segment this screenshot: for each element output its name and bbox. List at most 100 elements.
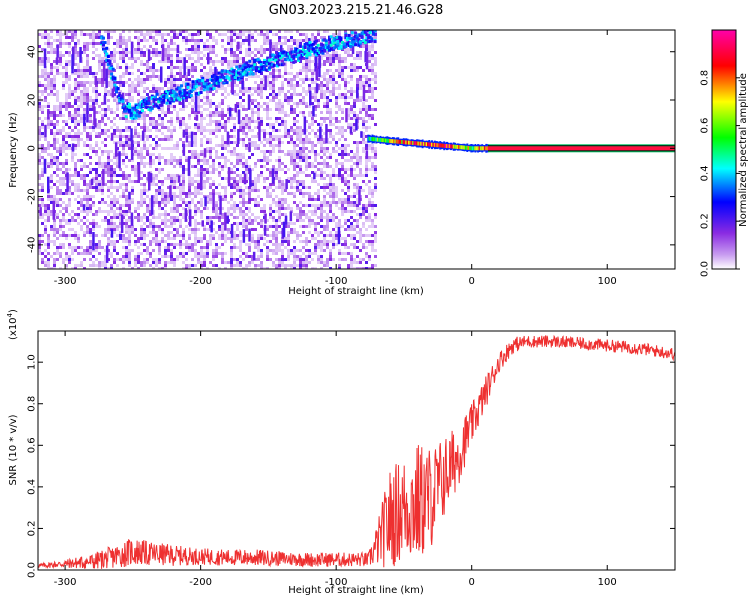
spectrogram-cell bbox=[104, 111, 107, 114]
spectrogram-cell bbox=[146, 225, 149, 228]
spectrogram-cell bbox=[170, 57, 173, 60]
spectrogram-cell bbox=[341, 225, 344, 228]
spectrogram-cell bbox=[326, 108, 329, 111]
spectrogram-cell bbox=[59, 219, 62, 222]
spectrogram-cell bbox=[371, 54, 374, 57]
spectrogram-cell bbox=[236, 33, 239, 36]
spectrogram-cell bbox=[152, 51, 155, 54]
spectrogram-cell bbox=[305, 261, 308, 264]
spectrogram-cell bbox=[98, 111, 101, 114]
spectrogram-cell bbox=[53, 195, 56, 198]
spectrogram-cell bbox=[122, 216, 125, 219]
spectrogram-cell bbox=[53, 225, 56, 228]
spectrogram-cell bbox=[77, 111, 80, 114]
spectrogram-cell bbox=[179, 117, 182, 120]
spectrogram-cell bbox=[260, 72, 263, 75]
spectrogram-cell bbox=[137, 93, 140, 96]
spectrogram-cell bbox=[104, 90, 107, 93]
spectrogram-cell bbox=[203, 225, 206, 228]
spectrogram-cell bbox=[281, 90, 284, 93]
spectrogram-cell bbox=[338, 42, 341, 45]
spectrogram-cell bbox=[164, 252, 167, 255]
spectrogram-cell bbox=[353, 156, 356, 159]
spectrogram-cell bbox=[215, 264, 218, 267]
spectrogram-cell bbox=[110, 225, 113, 228]
spectrogram-cell bbox=[59, 108, 62, 111]
spectrogram-cell bbox=[323, 117, 326, 120]
spectrogram-cell bbox=[65, 60, 68, 63]
spectrogram-cell bbox=[296, 216, 299, 219]
spectrogram-cell bbox=[365, 219, 368, 222]
spectrogram-cell bbox=[194, 114, 197, 117]
spectrogram-cell bbox=[254, 204, 257, 207]
spectrogram-cell bbox=[326, 240, 329, 243]
spectrogram-cell bbox=[152, 87, 155, 90]
spectrogram-cell bbox=[164, 225, 167, 228]
spectrogram-cell bbox=[314, 237, 317, 240]
spectrogram-cell bbox=[317, 234, 320, 237]
spectrogram-cell bbox=[350, 237, 353, 240]
spectrogram-cell bbox=[179, 195, 182, 198]
spectrogram-cell bbox=[245, 162, 248, 165]
spectrogram-cell bbox=[188, 207, 191, 210]
spectrogram-cell bbox=[143, 156, 146, 159]
spectrogram-cell bbox=[335, 144, 338, 147]
spectrogram-cell bbox=[56, 168, 59, 171]
spectrogram-cell bbox=[287, 231, 290, 234]
spectrogram-cell bbox=[371, 267, 374, 269]
spectrogram-cell bbox=[269, 30, 272, 33]
spectrogram-cell bbox=[50, 153, 53, 156]
spectrogram-cell bbox=[353, 237, 356, 240]
spectrogram-cell bbox=[203, 246, 206, 249]
spectrogram-cell bbox=[155, 174, 158, 177]
spectrogram-cell bbox=[119, 213, 122, 216]
spectrogram-cell bbox=[185, 60, 188, 63]
spectrogram-cell bbox=[239, 246, 242, 249]
spectrogram-cell bbox=[197, 252, 200, 255]
spectrogram-cell bbox=[323, 93, 326, 96]
spectrogram-cell bbox=[167, 186, 170, 189]
spectrogram-cell bbox=[314, 120, 317, 123]
spectrogram-cell bbox=[296, 75, 299, 78]
spectrogram-cell bbox=[347, 195, 350, 198]
spectrogram-cell bbox=[44, 231, 47, 234]
spectrogram-cell bbox=[74, 165, 77, 168]
spectrogram-cell bbox=[122, 54, 125, 57]
spectrogram-cell bbox=[218, 246, 221, 249]
spectrogram-cell bbox=[320, 84, 323, 87]
spectrogram-cell bbox=[251, 51, 254, 54]
spectrogram-cell bbox=[245, 135, 248, 138]
spectrogram-cell bbox=[191, 45, 194, 48]
spectrogram-cell bbox=[245, 123, 248, 126]
spectrogram-cell bbox=[167, 261, 170, 264]
spectrogram-cell bbox=[281, 111, 284, 114]
spectrogram-cell bbox=[263, 156, 266, 159]
spectrogram-cell bbox=[329, 252, 332, 255]
spectrogram-cell bbox=[50, 132, 53, 135]
spectrogram-cell bbox=[230, 204, 233, 207]
spectrogram-cell bbox=[254, 189, 257, 192]
spectrogram-cell bbox=[293, 252, 296, 255]
spectrogram-cell bbox=[179, 66, 182, 69]
spectrogram-cell bbox=[200, 144, 203, 147]
spectrogram-cell bbox=[269, 135, 272, 138]
spectrogram-cell bbox=[146, 153, 149, 156]
spectrogram-cell bbox=[140, 96, 143, 99]
spectrogram-cell bbox=[137, 204, 140, 207]
spectrogram-cell bbox=[92, 36, 95, 39]
spectrogram-cell bbox=[68, 30, 71, 33]
spectrogram-cell bbox=[329, 111, 332, 114]
spectrogram-cell bbox=[113, 168, 116, 171]
spectrogram-cell bbox=[53, 228, 56, 231]
spectrogram-cell bbox=[182, 177, 185, 180]
spectrogram-cell bbox=[290, 39, 293, 42]
spectrogram-cell bbox=[281, 222, 284, 225]
spectrogram-cell bbox=[245, 243, 248, 246]
spectrogram-cell bbox=[83, 87, 86, 90]
spectrogram-cell bbox=[230, 171, 233, 174]
spectrogram-cell bbox=[320, 216, 323, 219]
spectrogram-cell bbox=[371, 72, 374, 75]
spectrogram-cell bbox=[92, 126, 95, 129]
spectrogram-cell bbox=[341, 48, 344, 51]
spectrogram-cell bbox=[251, 144, 254, 147]
